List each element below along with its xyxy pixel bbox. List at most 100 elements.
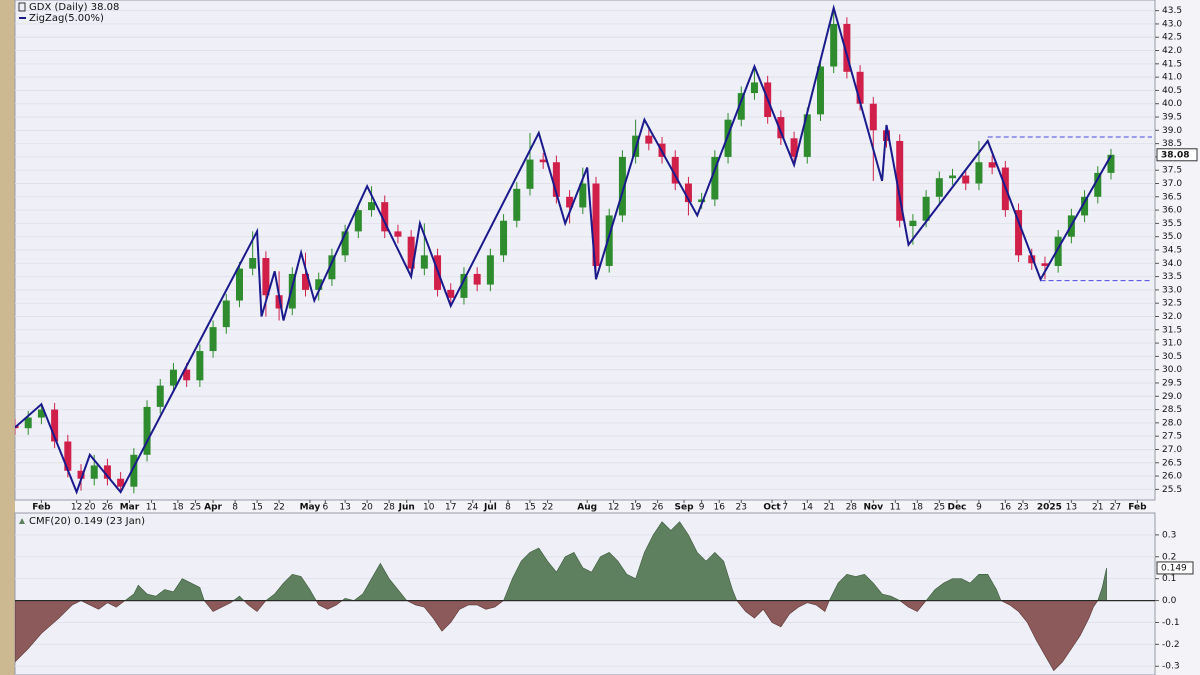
candle-body [420, 255, 428, 269]
price-icon [18, 2, 26, 12]
candle-body [381, 202, 389, 232]
candle-body [618, 156, 626, 216]
candle-body [130, 454, 138, 487]
x-tick-label: Sep [675, 503, 695, 513]
y-tick-label: 30.0 [1162, 365, 1182, 375]
candle-body [64, 441, 72, 471]
candle-body [777, 117, 785, 139]
candle-body [103, 465, 111, 479]
candle-body [1015, 210, 1023, 256]
plot-area [15, 4, 1155, 495]
x-tick-label: 27 [1110, 503, 1121, 513]
candle-body [513, 188, 521, 221]
last-price-box [1156, 148, 1198, 162]
y-tick-label: 29.0 [1162, 392, 1182, 402]
y-tick-label: 34.5 [1162, 246, 1182, 256]
left-strip [0, 0, 15, 675]
candle-body [922, 196, 930, 221]
candle-body [249, 257, 257, 269]
x-tick-label: 16 [1000, 503, 1012, 513]
x-tick-label: 28 [846, 503, 858, 513]
candle-body [156, 385, 164, 407]
y-tick-label: 32.0 [1162, 312, 1182, 322]
y-tick-label: 30.5 [1162, 352, 1182, 362]
candle-body [473, 273, 481, 285]
candle-body [737, 93, 745, 120]
candle-body [500, 220, 508, 256]
x-tick-label: 19 [630, 503, 642, 513]
last-price-label: 38.08 [1161, 150, 1189, 160]
x-tick-label: 15 [524, 503, 535, 513]
candle-body [724, 119, 732, 157]
candle-body [988, 162, 996, 168]
price-title: GDX (Daily) 38.08 [29, 2, 119, 13]
candle-body [605, 215, 613, 266]
x-tick-label: 17 [445, 503, 456, 513]
candle-body [698, 199, 706, 203]
candle-body [526, 159, 534, 189]
x-tick-label: 8 [505, 503, 511, 513]
x-tick-label: 23 [1017, 503, 1028, 513]
x-tick-label: 21 [1092, 503, 1103, 513]
candle-body [592, 183, 600, 266]
candle-body [368, 202, 376, 211]
candle-body [671, 156, 679, 184]
y-tick-label: 41.0 [1162, 73, 1182, 83]
x-tick-label: 24 [467, 503, 479, 513]
y-tick-label: 42.0 [1162, 46, 1182, 56]
x-tick-label: 18 [172, 503, 184, 513]
candle-body [830, 23, 838, 67]
x-tick-label: 22 [273, 503, 284, 513]
candle-body [407, 236, 415, 269]
y-tick-label: 25.5 [1162, 485, 1182, 495]
y-tick-label: 26.5 [1162, 458, 1182, 468]
candle-body [1081, 196, 1089, 216]
x-tick-label: 21 [824, 503, 835, 513]
y-tick-label: 28.0 [1162, 418, 1182, 428]
last-value-label: 0.149 [1161, 563, 1187, 573]
y-tick-label: 33.5 [1162, 272, 1182, 282]
x-tick-label: 20 [84, 503, 96, 513]
y-tick-label: 35.0 [1162, 232, 1182, 242]
candle-body [37, 409, 45, 418]
candle-body [711, 156, 719, 200]
candle-body [288, 273, 296, 309]
x-tick-label: 23 [736, 503, 747, 513]
candle-body [354, 210, 362, 232]
x-tick-label: 6 [322, 503, 328, 513]
y-tick-label: 0.3 [1162, 530, 1176, 540]
candle-body [77, 470, 85, 479]
y-tick-label: 41.5 [1162, 59, 1182, 69]
x-tick-label: May [300, 503, 321, 513]
candle-body [1054, 236, 1062, 266]
y-tick-label: 0.2 [1162, 552, 1176, 562]
plot-layer: 25.5 26.0 26.5 27.0 27.5 28.0 28.5 29.0 29.5 30.0… [15, 4, 1198, 672]
x-tick-label: 13 [1066, 503, 1077, 513]
y-tick-label: 38.5 [1162, 139, 1182, 149]
x-tick-label: 25 [190, 503, 201, 513]
candle-body [222, 300, 230, 328]
candle-body [90, 465, 98, 479]
x-tick-label: Nov [864, 503, 884, 513]
y-tick-label: -0.3 [1162, 662, 1180, 672]
candle-body [803, 114, 811, 157]
x-tick-label: 2025 [1037, 503, 1062, 513]
x-tick-label: 25 [934, 503, 945, 513]
y-tick-label: 40.0 [1162, 99, 1182, 109]
candle-body [447, 289, 455, 298]
candle-body [975, 162, 983, 184]
candle-body [460, 273, 468, 298]
x-tick-label: 26 [652, 503, 664, 513]
x-tick-label: Jun [398, 503, 415, 513]
candle-body [552, 162, 560, 197]
cmf-icon [19, 518, 25, 524]
candle-body [341, 231, 349, 256]
x-tick-label: Feb [32, 503, 51, 513]
y-tick-label: 33.0 [1162, 285, 1182, 295]
y-tick-label: -0.1 [1162, 618, 1180, 628]
candle-body [816, 66, 824, 115]
y-tick-label: 0.0 [1162, 596, 1177, 606]
x-tick-label: Apr [204, 503, 222, 513]
candle-body [1041, 263, 1049, 266]
